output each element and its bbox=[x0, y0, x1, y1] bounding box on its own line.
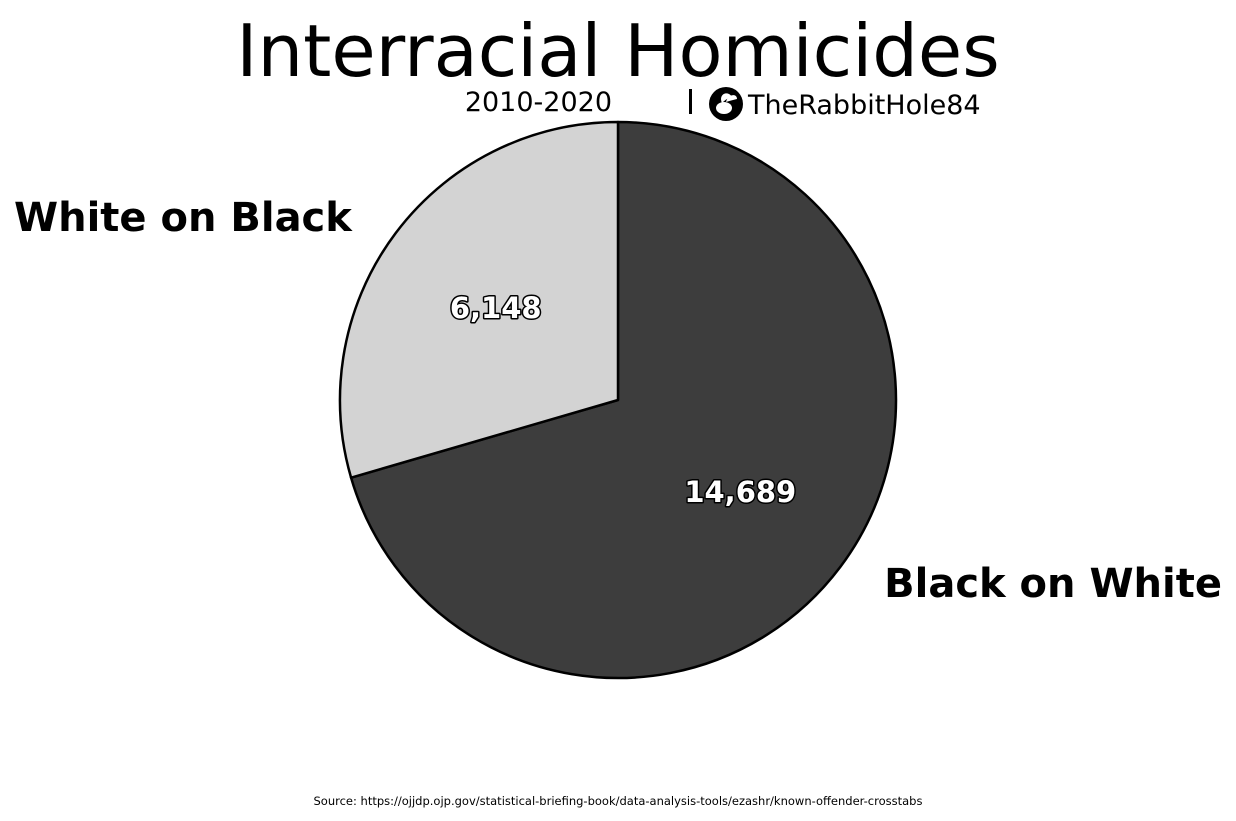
category-label-black-on-white: Black on White bbox=[884, 561, 1222, 607]
pie: 14,689 Black on White 6,148 White on Black bbox=[14, 120, 1222, 680]
watermark-handle: TheRabbitHole84 bbox=[747, 90, 981, 121]
subtitle-row: 2010-2020 TheRabbitHole84 bbox=[465, 87, 981, 121]
chart-title: Interracial Homicides bbox=[236, 9, 1000, 93]
source-note: Source: https://ojjdp.ojp.gov/statistica… bbox=[314, 794, 923, 808]
subtitle-separator bbox=[689, 89, 692, 114]
value-label-white-on-black: 6,148 bbox=[450, 291, 542, 325]
chart-subtitle: 2010-2020 bbox=[465, 87, 612, 118]
pie-slice-black-on-white bbox=[349, 120, 898, 680]
value-label-black-on-white: 14,689 bbox=[684, 475, 796, 509]
pie-slice-white-on-black bbox=[338, 120, 620, 479]
rabbit-icon bbox=[709, 87, 743, 121]
category-label-white-on-black: White on Black bbox=[14, 195, 353, 241]
